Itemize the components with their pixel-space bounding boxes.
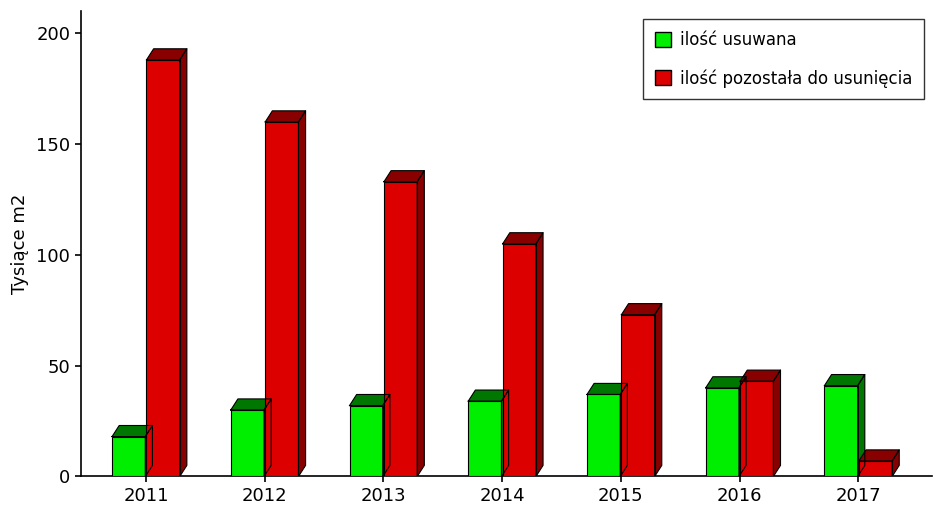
Polygon shape	[773, 370, 781, 476]
Polygon shape	[892, 450, 900, 476]
Polygon shape	[502, 390, 508, 476]
Polygon shape	[858, 375, 865, 476]
Polygon shape	[112, 426, 153, 437]
Bar	[469, 401, 502, 476]
Bar	[740, 381, 773, 476]
Polygon shape	[739, 377, 746, 476]
Polygon shape	[824, 375, 865, 385]
Polygon shape	[180, 49, 187, 476]
Polygon shape	[417, 171, 424, 476]
Bar	[146, 60, 180, 476]
Polygon shape	[654, 303, 662, 476]
Bar	[705, 388, 739, 476]
Polygon shape	[350, 394, 389, 406]
Polygon shape	[536, 233, 543, 476]
Polygon shape	[621, 303, 662, 315]
Legend: ilość usuwana, ilość pozostała do usunięcia: ilość usuwana, ilość pozostała do usunię…	[643, 20, 923, 99]
Polygon shape	[705, 377, 746, 388]
Bar	[587, 394, 620, 476]
Bar	[384, 182, 417, 476]
Bar	[265, 122, 299, 476]
Bar	[503, 244, 536, 476]
Polygon shape	[859, 450, 900, 461]
Y-axis label: Tysiące m2: Tysiące m2	[11, 194, 29, 294]
Polygon shape	[145, 426, 153, 476]
Bar	[231, 410, 264, 476]
Polygon shape	[587, 383, 627, 394]
Polygon shape	[740, 370, 781, 381]
Bar	[621, 315, 654, 476]
Polygon shape	[620, 383, 627, 476]
Polygon shape	[299, 111, 306, 476]
Polygon shape	[503, 233, 543, 244]
Polygon shape	[469, 390, 508, 401]
Bar	[112, 437, 145, 476]
Polygon shape	[231, 399, 272, 410]
Polygon shape	[383, 394, 389, 476]
Polygon shape	[146, 49, 187, 60]
Bar	[859, 461, 892, 476]
Polygon shape	[264, 399, 272, 476]
Bar	[350, 406, 383, 476]
Polygon shape	[384, 171, 424, 182]
Polygon shape	[265, 111, 306, 122]
Bar	[824, 385, 858, 476]
